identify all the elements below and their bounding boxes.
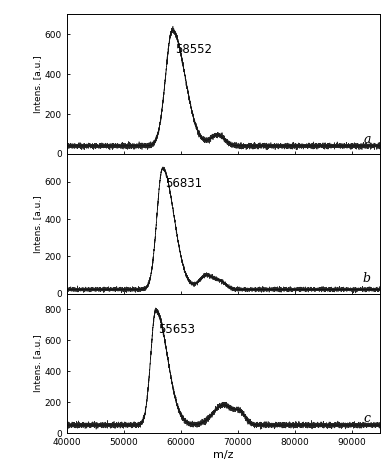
Text: 58552: 58552 <box>175 43 212 56</box>
X-axis label: m/z: m/z <box>213 450 234 460</box>
Y-axis label: Intens. [a.u.]: Intens. [a.u.] <box>33 335 42 392</box>
Y-axis label: Intens. [a.u.]: Intens. [a.u.] <box>33 195 42 253</box>
Y-axis label: Intens. [a.u.]: Intens. [a.u.] <box>33 55 42 113</box>
Text: 55653: 55653 <box>158 323 195 336</box>
Text: b: b <box>363 272 371 285</box>
Text: 56831: 56831 <box>165 178 202 190</box>
Text: a: a <box>363 132 371 146</box>
Text: c: c <box>364 412 371 425</box>
